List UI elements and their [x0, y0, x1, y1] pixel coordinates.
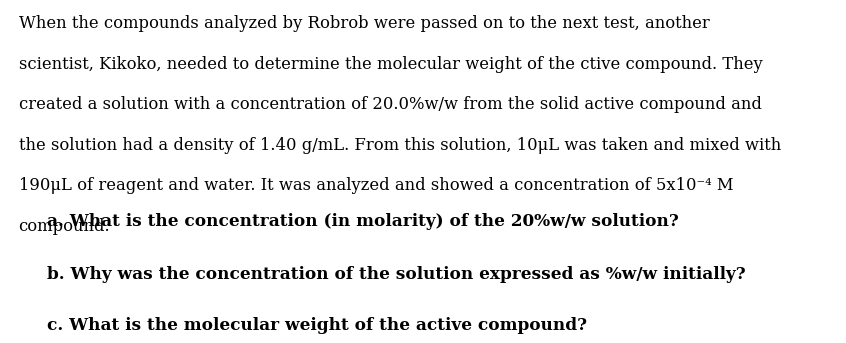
- Text: compound.: compound.: [19, 218, 110, 235]
- Text: 190μL of reagent and water. It was analyzed and showed a concentration of 5x10⁻⁴: 190μL of reagent and water. It was analy…: [19, 177, 733, 194]
- Text: When the compounds analyzed by Robrob were passed on to the next test, another: When the compounds analyzed by Robrob we…: [19, 15, 709, 33]
- Text: the solution had a density of 1.40 g/mL. From this solution, 10μL was taken and : the solution had a density of 1.40 g/mL.…: [19, 137, 781, 154]
- Text: a. What is the concentration (in molarity) of the 20%w/w solution?: a. What is the concentration (in molarit…: [47, 213, 678, 230]
- Text: created a solution with a concentration of 20.0%w/w from the solid active compou: created a solution with a concentration …: [19, 96, 761, 114]
- Text: b. Why was the concentration of the solution expressed as %w/w initially?: b. Why was the concentration of the solu…: [47, 266, 745, 283]
- Text: c. What is the molecular weight of the active compound?: c. What is the molecular weight of the a…: [47, 317, 586, 334]
- Text: scientist, Kikoko, needed to determine the molecular weight of the ctive compoun: scientist, Kikoko, needed to determine t…: [19, 56, 762, 73]
